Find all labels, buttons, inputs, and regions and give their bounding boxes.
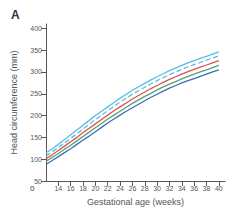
svg-text:34: 34	[178, 185, 186, 192]
svg-text:300: 300	[30, 68, 42, 75]
svg-text:Head circumference (mm): Head circumference (mm)	[9, 50, 19, 154]
svg-text:22: 22	[104, 185, 112, 192]
svg-text:350: 350	[30, 47, 42, 54]
svg-text:250: 250	[30, 90, 42, 97]
svg-text:Gestational age (weeks): Gestational age (weeks)	[87, 197, 184, 207]
svg-text:36: 36	[190, 185, 198, 192]
svg-text:26: 26	[129, 185, 137, 192]
svg-text:20: 20	[91, 185, 99, 192]
svg-text:16: 16	[67, 185, 75, 192]
svg-text:0: 0	[30, 184, 35, 193]
svg-text:50: 50	[34, 178, 42, 185]
svg-text:32: 32	[166, 185, 174, 192]
svg-text:14: 14	[54, 185, 62, 192]
svg-text:150: 150	[30, 134, 42, 141]
svg-text:A: A	[11, 8, 20, 22]
svg-text:24: 24	[116, 185, 124, 192]
svg-text:38: 38	[203, 185, 211, 192]
svg-text:18: 18	[79, 185, 87, 192]
svg-text:28: 28	[141, 185, 149, 192]
svg-text:40: 40	[215, 185, 223, 192]
svg-text:200: 200	[30, 112, 42, 119]
svg-text:30: 30	[153, 185, 161, 192]
svg-text:100: 100	[30, 156, 42, 163]
svg-text:400: 400	[30, 25, 42, 32]
